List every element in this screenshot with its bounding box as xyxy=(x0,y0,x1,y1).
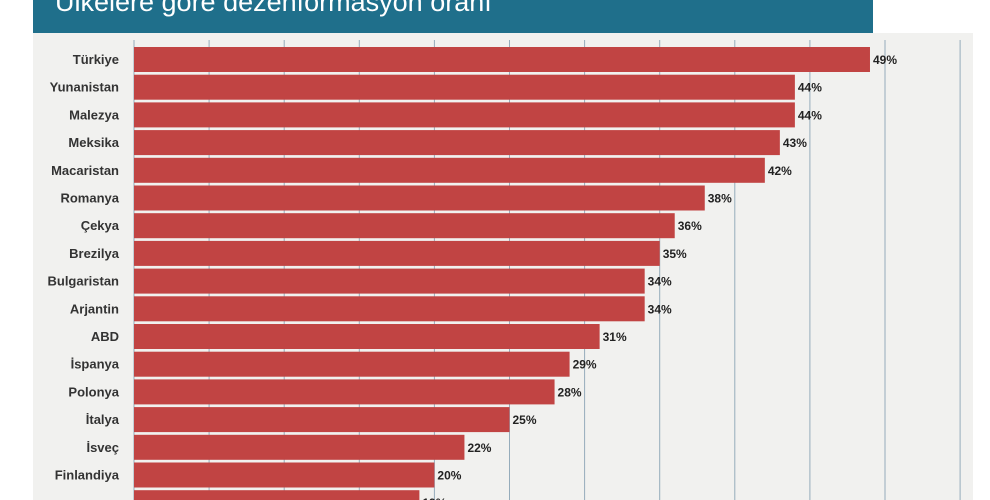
category-label: Türkiye xyxy=(73,52,119,67)
bar xyxy=(134,268,645,294)
category-label: İtalya xyxy=(86,412,120,427)
bar xyxy=(134,185,705,211)
category-label: Brezilya xyxy=(69,246,120,261)
category-label: Macaristan xyxy=(51,163,119,178)
bar xyxy=(134,407,510,433)
category-label: Polonya xyxy=(68,384,119,399)
bar xyxy=(134,379,555,405)
category-label: İspanya xyxy=(71,357,120,372)
value-label: 19% xyxy=(422,496,446,500)
value-label: 31% xyxy=(603,330,627,344)
bar xyxy=(134,47,870,72)
bar xyxy=(134,157,765,183)
title-bar: Ülkelere göre dezenformasyon oranı xyxy=(33,0,873,33)
bar xyxy=(134,213,675,239)
bar xyxy=(134,490,420,500)
value-label: 34% xyxy=(648,302,672,316)
category-label: Yunanistan xyxy=(50,80,119,95)
category-label: ABD xyxy=(91,329,119,344)
value-label: 28% xyxy=(558,385,582,399)
value-label: 34% xyxy=(648,275,672,289)
bar xyxy=(134,102,795,128)
value-label: 43% xyxy=(783,136,807,150)
value-label: 38% xyxy=(708,192,732,206)
value-label: 44% xyxy=(798,81,822,95)
value-label: 42% xyxy=(768,164,792,178)
category-label: İsveç xyxy=(86,440,119,455)
bar xyxy=(134,434,465,460)
category-label: Finlandiya xyxy=(55,468,120,483)
value-label: 35% xyxy=(663,247,687,261)
bar xyxy=(134,240,660,266)
category-label: Romanya xyxy=(60,191,119,206)
value-label: 36% xyxy=(678,219,702,233)
bar xyxy=(134,324,600,349)
value-label: 29% xyxy=(573,358,597,372)
category-label: Arjantin xyxy=(70,301,119,316)
value-label: 49% xyxy=(873,53,897,67)
value-label: 44% xyxy=(798,108,822,122)
value-label: 25% xyxy=(513,413,537,427)
bar xyxy=(134,130,780,156)
category-label: Malezya xyxy=(69,107,120,122)
category-label: Meksika xyxy=(68,135,119,150)
category-label: Çekya xyxy=(81,218,120,233)
category-label: Bulgaristan xyxy=(47,274,119,289)
bar xyxy=(134,351,570,377)
value-label: 22% xyxy=(467,441,491,455)
bar xyxy=(134,462,435,488)
bar xyxy=(134,296,645,322)
chart-title: Ülkelere göre dezenformasyon oranı xyxy=(55,0,492,17)
value-label: 20% xyxy=(437,469,461,483)
bar xyxy=(134,74,795,100)
